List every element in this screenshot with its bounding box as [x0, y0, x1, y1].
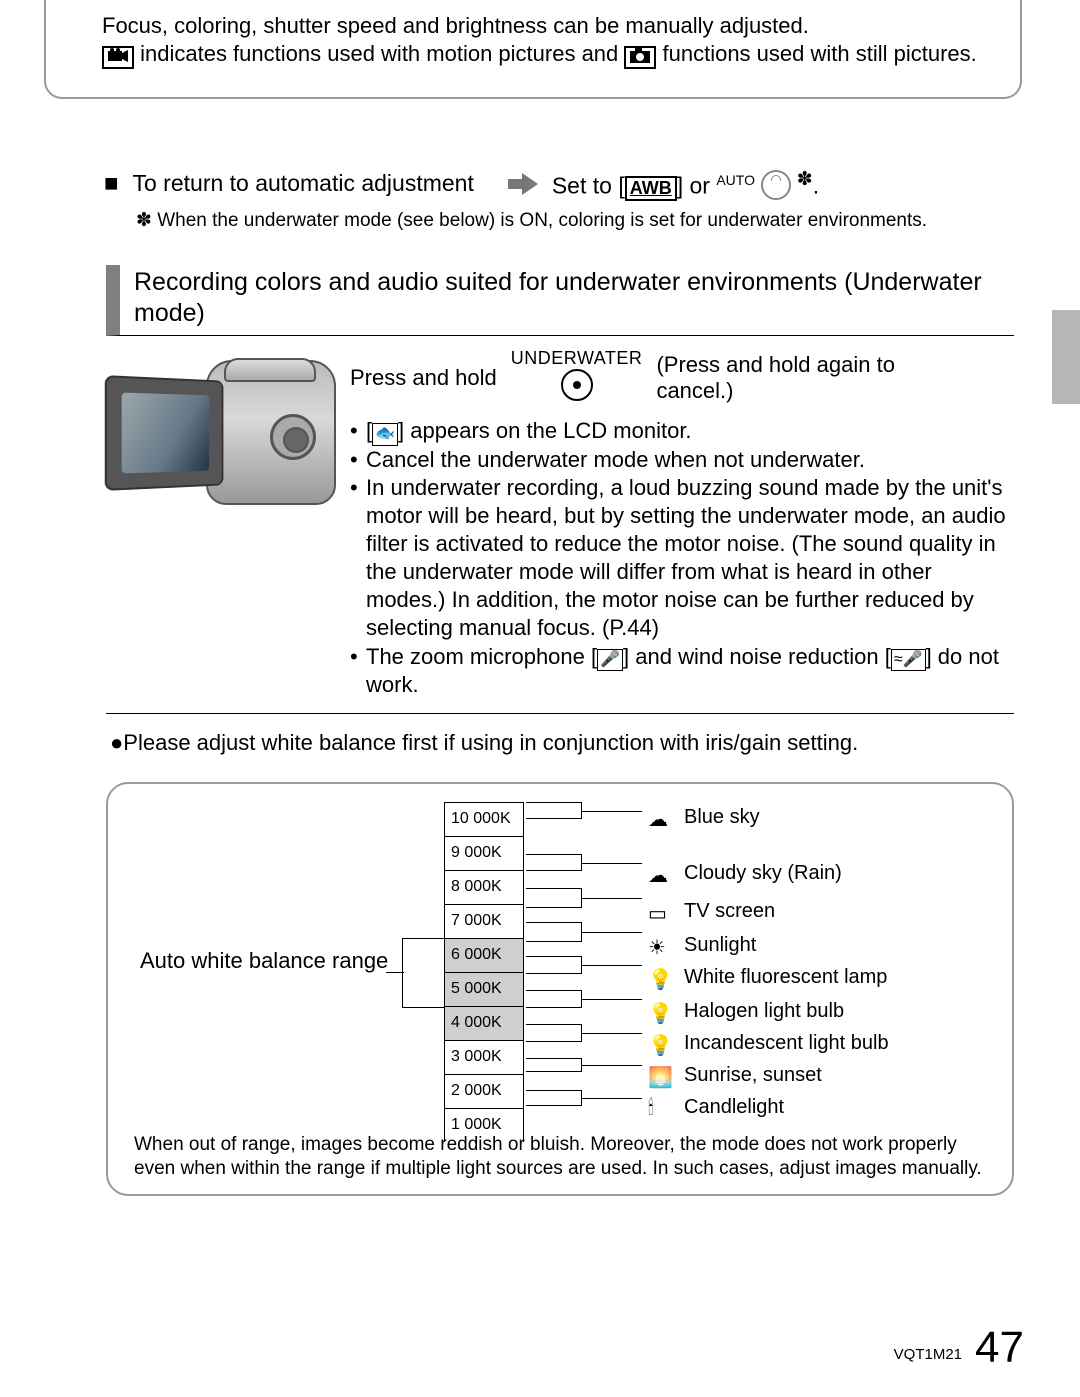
bullet-square: ■	[104, 170, 119, 198]
intro-blurb: Focus, coloring, shutter speed and brigh…	[44, 0, 1022, 99]
kelvin-cell: 7 000K	[445, 905, 523, 939]
return-instruction: ■ To return to automatic adjustment Set …	[104, 167, 1030, 201]
wb-footer: When out of range, images become reddish…	[134, 1133, 990, 1181]
or: ] or	[677, 173, 717, 199]
record-button-icon	[561, 369, 593, 401]
zoom-mic-icon: 🎤	[597, 649, 623, 671]
wb-connector	[526, 990, 582, 1008]
wb-item-icon: 💡	[648, 1033, 674, 1055]
divider	[106, 713, 1014, 714]
wb-item: 💡 Halogen light bulb	[648, 1000, 844, 1023]
fish-icon: 🐟	[372, 423, 398, 445]
still-picture-icon	[624, 46, 656, 69]
wb-connector	[526, 1024, 582, 1042]
wind-noise-icon: ≈🎤	[891, 649, 926, 671]
blurb-2a: indicates functions used with motion pic…	[134, 41, 624, 66]
setto: Set to [	[552, 173, 625, 199]
wb-item-label: Sunrise, sunset	[684, 1064, 822, 1087]
wb-item: ☀ Sunlight	[648, 934, 756, 957]
kelvin-cell: 4 000K	[445, 1007, 523, 1041]
wb-item-label: Incandescent light bulb	[684, 1032, 889, 1055]
wb-connector	[526, 1058, 582, 1072]
kelvin-scale: 10 000K9 000K8 000K7 000K6 000K5 000K4 0…	[444, 802, 524, 1142]
kelvin-cell: 5 000K	[445, 973, 523, 1007]
wb-item: ▭ TV screen	[648, 900, 775, 923]
wb-stub	[582, 898, 642, 899]
dot: .	[813, 173, 819, 199]
wb-item-icon: ☁	[648, 807, 674, 829]
note: ●Please adjust white balance first if us…	[110, 730, 1014, 756]
bullet-4: The zoom microphone [🎤] and wind noise r…	[350, 643, 1014, 700]
wb-stub	[582, 1033, 642, 1034]
underwater-block: Press and hold UNDERWATER (Press and hol…	[106, 348, 1014, 699]
wb-item-icon: 🌅	[648, 1065, 674, 1087]
wb-item-label: Halogen light bulb	[684, 1000, 844, 1023]
wb-left-bracket	[402, 938, 444, 1008]
blurb-line1: Focus, coloring, shutter speed and brigh…	[102, 13, 809, 38]
wb-item: 💡 White fluorescent lamp	[648, 966, 887, 989]
wb-item: ☁ Cloudy sky (Rain)	[648, 862, 842, 885]
wb-item: 🌅 Sunrise, sunset	[648, 1064, 822, 1087]
mode-dial-icon	[761, 170, 791, 200]
section-heading: Recording colors and audio suited for un…	[106, 265, 1014, 337]
wb-item-label: Blue sky	[684, 806, 760, 829]
wb-item-icon: ▭	[648, 901, 674, 923]
footnote: ✽ When the underwater mode (see below) i…	[136, 209, 1030, 233]
wb-item-label: Sunlight	[684, 934, 756, 957]
page-code: VQT1M21	[894, 1346, 962, 1363]
wb-stub	[582, 999, 642, 1000]
wb-stub	[582, 965, 642, 966]
underwater-label: UNDERWATER	[511, 348, 643, 369]
wb-item-label: Cloudy sky (Rain)	[684, 862, 842, 885]
auto-label: AUTO	[716, 172, 755, 188]
blurb-2b: functions used with	[656, 41, 849, 66]
wb-left-label: Auto white balance range	[140, 948, 388, 974]
wb-connector	[526, 802, 582, 819]
awb-icon: AWB	[625, 176, 677, 201]
wb-item-icon: 🕯	[648, 1097, 674, 1119]
bullet-1: [🐟] appears on the LCD monitor.	[350, 417, 1014, 445]
wb-item-label: TV screen	[684, 900, 775, 923]
wb-item-icon: 💡	[648, 1001, 674, 1023]
star: ✽	[791, 169, 812, 190]
wb-stub	[582, 863, 642, 864]
bullet-2: Cancel the underwater mode when not unde…	[350, 446, 1014, 474]
blurb-line3: still pictures.	[856, 41, 977, 66]
wb-stub	[582, 1065, 642, 1066]
camera-illustration	[106, 348, 336, 528]
wb-item: 🕯 Candlelight	[648, 1096, 784, 1119]
manual-page: Focus, coloring, shutter speed and brigh…	[0, 0, 1080, 1397]
white-balance-box: Auto white balance range 10 000K9 000K8 …	[106, 782, 1014, 1196]
wb-item-icon: 💡	[648, 967, 674, 989]
wb-item-label: Candlelight	[684, 1096, 784, 1119]
arrow-icon	[522, 173, 538, 195]
page-number: 47	[975, 1323, 1024, 1373]
wb-diagram: Auto white balance range 10 000K9 000K8 …	[134, 802, 990, 1114]
wb-stub	[582, 1098, 642, 1099]
wb-connector	[526, 922, 582, 942]
kelvin-cell: 3 000K	[445, 1041, 523, 1075]
return-text: To return to automatic adjustment	[133, 170, 474, 197]
wb-item-icon: ☁	[648, 863, 674, 885]
kelvin-cell: 6 000K	[445, 939, 523, 973]
motion-picture-icon	[102, 46, 134, 69]
wb-connector	[526, 956, 582, 974]
wb-stub	[582, 932, 642, 933]
press-hold: Press and hold	[350, 365, 497, 391]
underwater-text: Press and hold UNDERWATER (Press and hol…	[350, 348, 1014, 699]
wb-connector	[526, 888, 582, 908]
bullet-3: In underwater recording, a loud buzzing …	[350, 474, 1014, 643]
wb-item: ☁ Blue sky	[648, 806, 760, 829]
wb-item-icon: ☀	[648, 935, 674, 957]
wb-stub	[582, 811, 642, 812]
cancel-text: (Press and hold again to cancel.)	[656, 352, 936, 404]
kelvin-cell: 8 000K	[445, 871, 523, 905]
wb-connector	[526, 854, 582, 871]
wb-connector	[526, 1090, 582, 1106]
kelvin-cell: 10 000K	[445, 803, 523, 837]
wb-item: 💡 Incandescent light bulb	[648, 1032, 889, 1055]
kelvin-cell: 2 000K	[445, 1075, 523, 1109]
kelvin-cell: 9 000K	[445, 837, 523, 871]
wb-item-label: White fluorescent lamp	[684, 966, 887, 989]
